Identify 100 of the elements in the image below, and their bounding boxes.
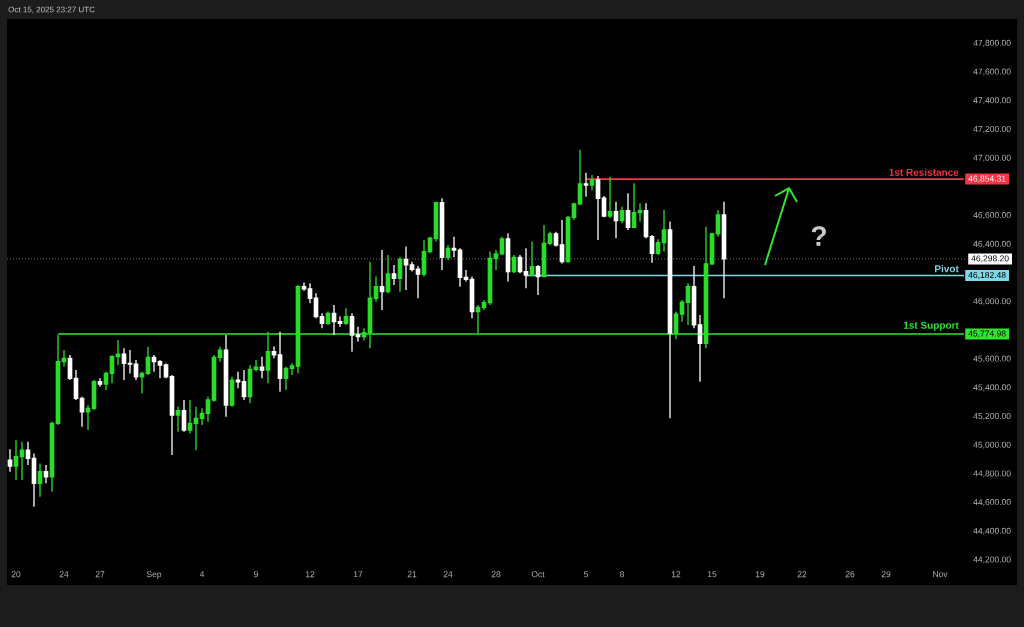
candlestick [13, 439, 19, 481]
candlestick [583, 172, 589, 198]
y-tick-label: 45,400.00 [973, 384, 1011, 392]
y-tick-label: 44,600.00 [973, 499, 1011, 507]
x-tick-label: 24 [443, 571, 453, 578]
y-tick-label: 45,600.00 [973, 355, 1011, 363]
data-label: 46,182.48 [968, 271, 1006, 280]
x-tick-label: 20 [11, 571, 21, 578]
candlestick [463, 269, 469, 283]
x-tick-label: 26 [845, 571, 855, 578]
legend-label: 1st Resistance [889, 168, 959, 176]
candlestick [121, 347, 127, 381]
candlestick [403, 245, 409, 291]
x-tick-label: 8 [620, 571, 624, 578]
candlestick [625, 192, 631, 231]
candlestick [25, 441, 31, 466]
candlestick [253, 359, 259, 373]
y-tick-label: 45,000.00 [973, 441, 1011, 449]
x-tick-label: 12 [305, 571, 315, 578]
candlestick [19, 441, 25, 481]
candlestick [493, 249, 499, 271]
candlestick [7, 448, 13, 473]
candlestick [115, 339, 121, 366]
annotation: ? [811, 226, 826, 246]
candlestick [637, 202, 643, 223]
candlestick [169, 374, 175, 456]
candlestick [319, 312, 325, 329]
y-tick-label: 47,800.00 [973, 39, 1011, 47]
x-tick-label: 4 [199, 571, 205, 578]
candlestick [331, 304, 337, 336]
candlestick [523, 247, 529, 289]
candlestick [529, 240, 535, 278]
candlestick [289, 362, 295, 376]
candlestick [277, 331, 283, 393]
x-tick-label: 29 [881, 571, 891, 578]
candlestick [385, 254, 391, 295]
candlestick [307, 282, 313, 304]
candlestick [217, 346, 223, 363]
candlestick [85, 404, 91, 431]
candlestick [205, 396, 211, 423]
candlestick [697, 314, 703, 383]
x-tick-label: 5 [583, 571, 589, 578]
candlestick [589, 174, 595, 192]
x-tick-label: 21 [407, 571, 417, 578]
candlestick [577, 149, 583, 206]
candlestick [679, 299, 685, 323]
candlestick [145, 346, 151, 376]
candlestick [379, 249, 385, 311]
y-tick-label: 45,200.00 [973, 412, 1011, 421]
candlestick [355, 326, 361, 343]
candlestick [595, 175, 601, 241]
candlestick [283, 366, 289, 391]
candlestick [373, 275, 379, 303]
text: Oct 15, 2025 23:27 UTC [8, 6, 95, 14]
candlestick [343, 307, 349, 326]
candlestick [235, 371, 241, 390]
candlestick [349, 312, 355, 353]
candlestick [649, 234, 655, 264]
candlestick [193, 406, 199, 451]
candlestick [187, 399, 193, 435]
candlestick [559, 219, 565, 265]
y-tick-label: 46,000.00 [973, 298, 1011, 306]
candlestick [535, 264, 541, 296]
candlestick [391, 264, 397, 286]
candlestick [397, 255, 403, 293]
candlestick [37, 462, 43, 498]
legend-label: Pivot [935, 264, 959, 273]
x-tick-label: Nov [933, 571, 948, 578]
y-tick-label: 46,400.00 [973, 240, 1011, 248]
y-tick-label: 47,400.00 [973, 97, 1011, 105]
candlestick [241, 369, 247, 401]
y-tick-label: 44,800.00 [973, 470, 1011, 478]
y-tick-label: 47,600.00 [973, 68, 1011, 76]
candlestick [61, 349, 67, 368]
candlestick [691, 265, 697, 329]
candlestick [157, 359, 163, 379]
data-label: 45,774.98 [968, 330, 1006, 338]
y-tick-label: 46,600.00 [973, 212, 1011, 220]
candlestick [685, 282, 691, 326]
x-tick-label: Oct [531, 571, 545, 578]
candlestick [337, 315, 343, 328]
candlestick [97, 377, 103, 388]
y-tick-label: 44,200.00 [973, 556, 1011, 564]
candlestick [127, 349, 133, 375]
x-tick-label: 17 [353, 571, 363, 578]
candlestick [79, 396, 85, 428]
candlestick [181, 399, 187, 433]
y-tick-label: 47,000.00 [973, 154, 1011, 162]
candlestick [151, 354, 157, 373]
candlestick [43, 464, 49, 485]
x-tick-label: 22 [797, 571, 807, 578]
candlestick [31, 452, 37, 508]
x-tick-label: 24 [59, 571, 69, 578]
x-tick-label: 9 [254, 571, 258, 578]
x-tick-label: 15 [707, 571, 717, 578]
candlestick [199, 407, 205, 426]
y-tick-label: 47,200.00 [973, 125, 1011, 134]
candlestick [409, 261, 415, 273]
candlestick [259, 356, 265, 379]
x-tick-label: Sep [146, 571, 162, 579]
